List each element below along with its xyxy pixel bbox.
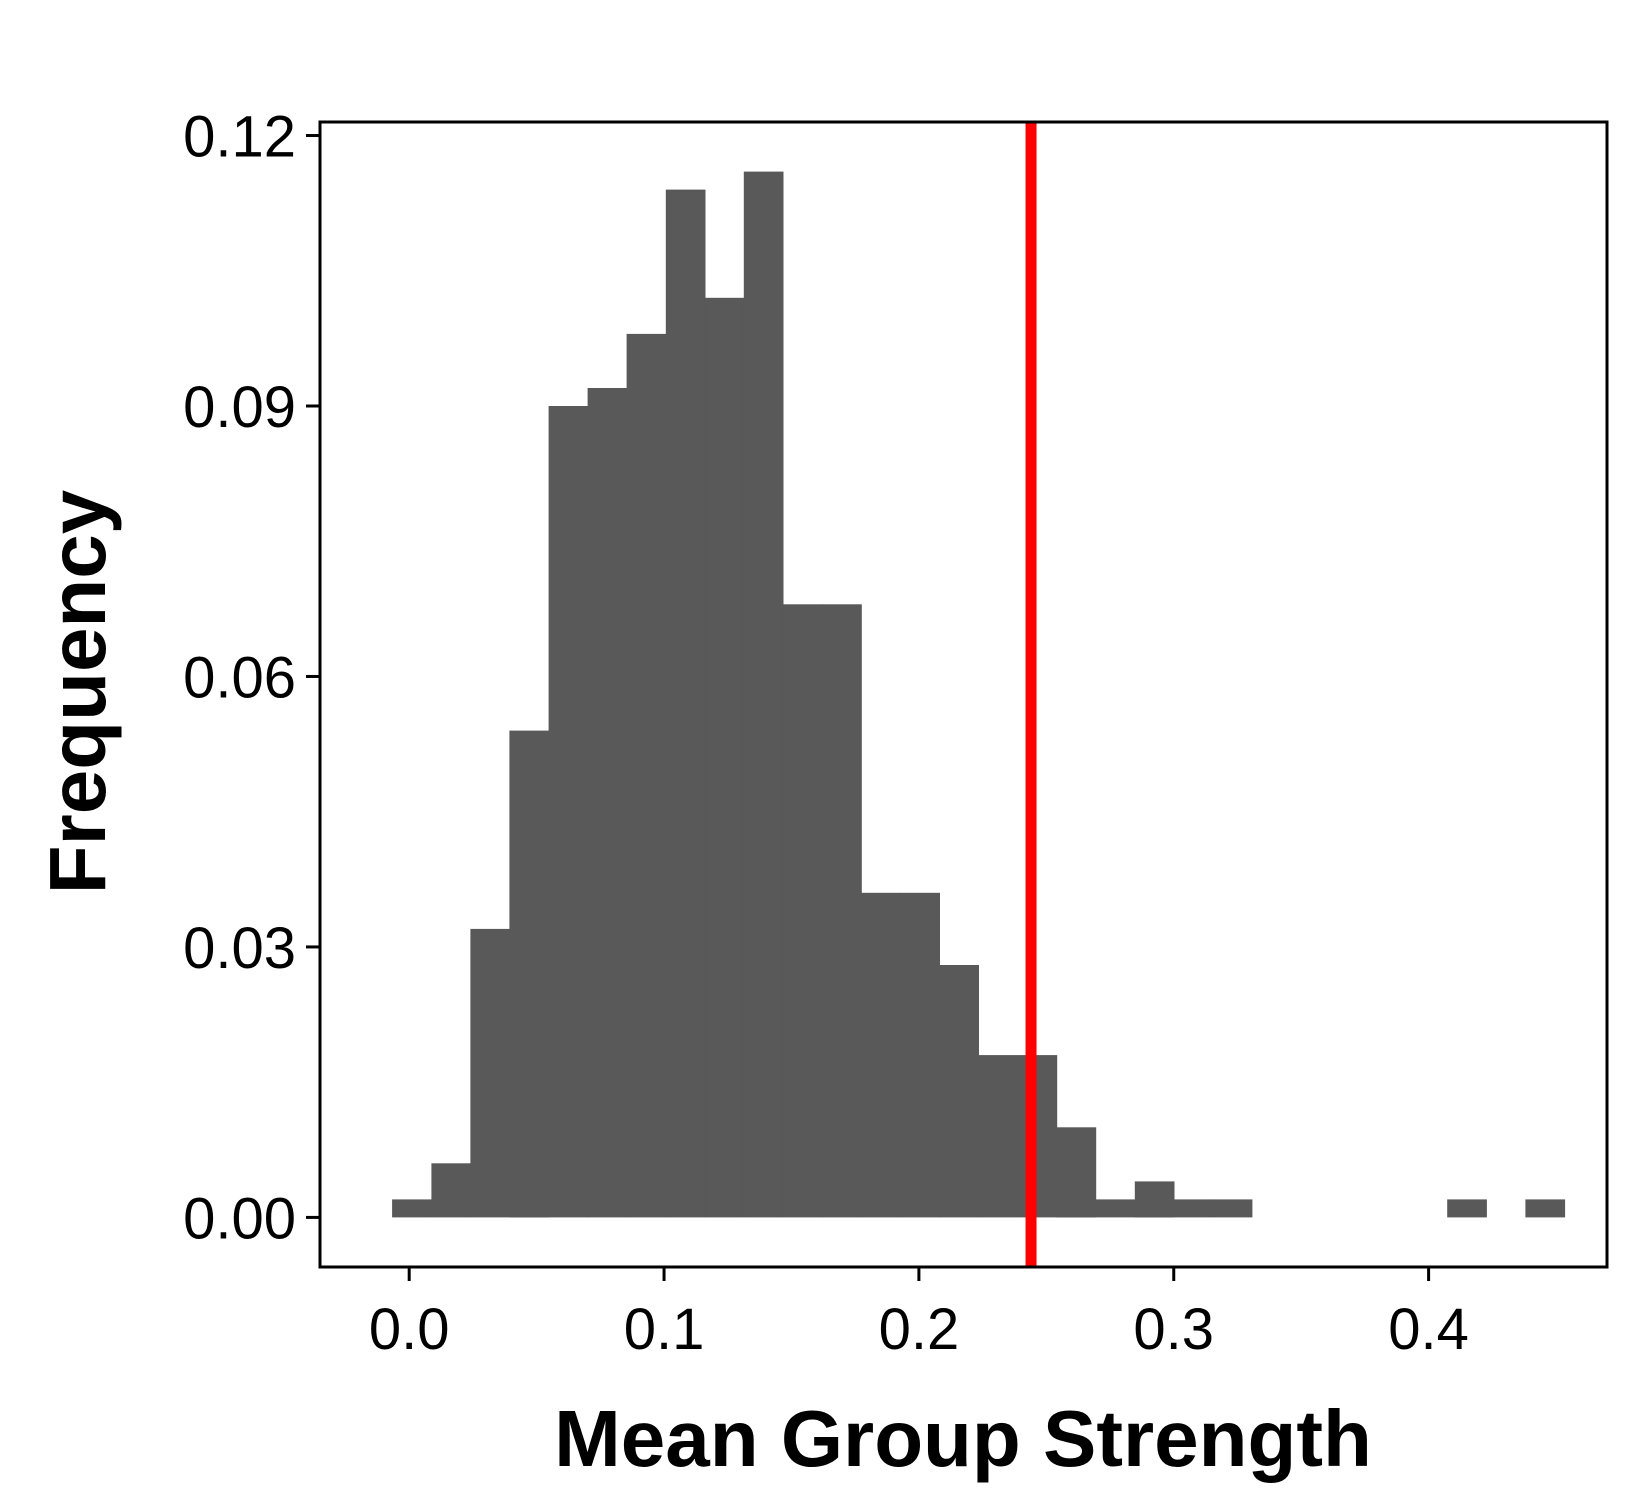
histogram-bar: [1173, 1199, 1214, 1218]
plot-panel-border: [318, 120, 1609, 1269]
y-axis-title: Frequency: [33, 489, 122, 894]
histogram-bar: [1212, 1199, 1253, 1218]
x-tick-label: 0.1: [624, 1297, 705, 1362]
histogram-bar: [1134, 1181, 1175, 1218]
histogram-bar: [1447, 1199, 1487, 1218]
y-tick-label: 0.06: [183, 645, 296, 710]
histogram-bar: [1017, 1055, 1058, 1218]
histogram-bar: [470, 928, 511, 1218]
histogram-bars: [392, 171, 1566, 1218]
x-axis: 0.0 0.1 0.2 0.3 0.4: [369, 1267, 1469, 1362]
histogram-bar: [587, 388, 628, 1218]
x-tick-label: 0.4: [1388, 1297, 1469, 1362]
y-tick-label: 0.12: [183, 105, 296, 170]
histogram-bar: [978, 1055, 1018, 1218]
histogram-bar: [743, 171, 784, 1218]
x-tick-label: 0.0: [369, 1297, 450, 1362]
histogram-bar: [1525, 1199, 1566, 1218]
histogram-bar: [431, 1163, 472, 1218]
histogram-bar: [861, 892, 901, 1218]
histogram-bar: [939, 965, 979, 1218]
y-tick-label: 0.09: [183, 375, 296, 440]
histogram-bar: [548, 406, 589, 1218]
histogram-bar: [783, 604, 823, 1218]
y-axis: 0.00 0.03 0.06 0.09 0.12: [183, 105, 320, 1251]
y-tick-label: 0.03: [183, 916, 296, 981]
x-tick-label: 0.3: [1133, 1297, 1214, 1362]
x-tick-label: 0.2: [879, 1297, 960, 1362]
histogram-bar: [509, 730, 550, 1218]
histogram-bar: [665, 189, 706, 1218]
histogram-bar: [1056, 1127, 1097, 1218]
y-tick-label: 0.00: [183, 1186, 296, 1251]
x-axis-title: Mean Group Strength: [554, 1394, 1372, 1483]
histogram-bar: [900, 892, 940, 1218]
histogram-bar: [392, 1199, 432, 1218]
histogram-bar: [1095, 1199, 1136, 1218]
histogram-bar: [822, 604, 862, 1218]
histogram-bar: [626, 333, 667, 1218]
histogram-bar: [704, 297, 745, 1218]
